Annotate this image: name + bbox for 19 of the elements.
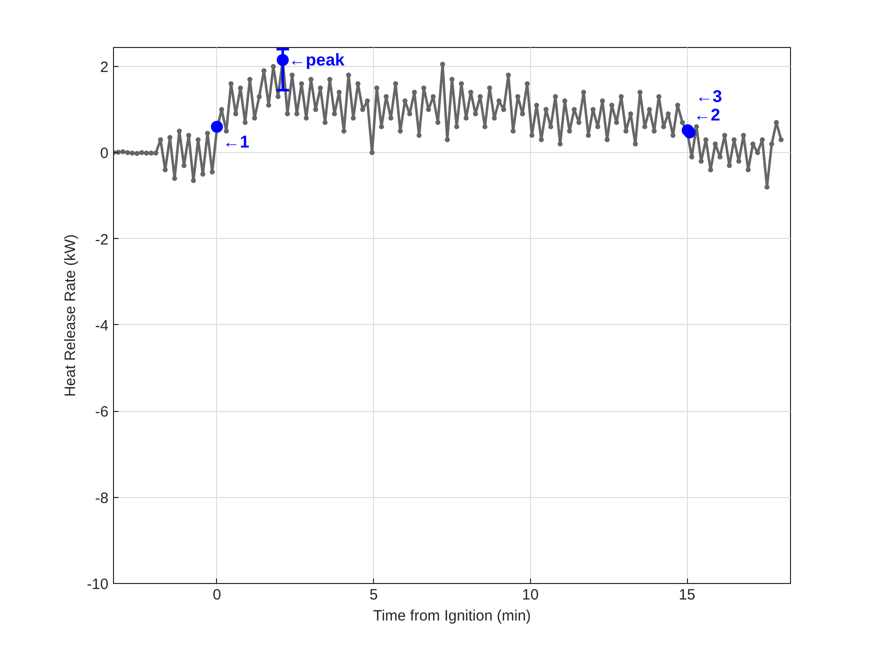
y-tick-label: -6	[95, 404, 109, 421]
x-tick-label: 15	[678, 586, 696, 604]
y-tick-label: -8	[95, 490, 109, 507]
point	[210, 120, 223, 133]
x-tick-label: 10	[522, 586, 539, 604]
annotation: ←peak	[288, 50, 346, 70]
x-tick-label: 0	[212, 586, 222, 604]
annotation: ←1	[222, 132, 250, 152]
y-tick-label: -10	[86, 576, 109, 593]
y-tick-label: -2	[95, 231, 109, 248]
y-tick-label: -4	[95, 317, 109, 334]
x-tick-label: 5	[369, 586, 378, 604]
y-tick-label: 2	[100, 58, 108, 76]
y-axis-title: Heat Release Rate (kW)	[62, 234, 79, 397]
y-tick-label: 0	[100, 145, 108, 162]
annotation: ←3	[696, 86, 722, 106]
x-axis-title: Time from Ignition (min)	[373, 608, 531, 624]
point	[276, 54, 289, 66]
annotation: ←2	[694, 106, 720, 125]
